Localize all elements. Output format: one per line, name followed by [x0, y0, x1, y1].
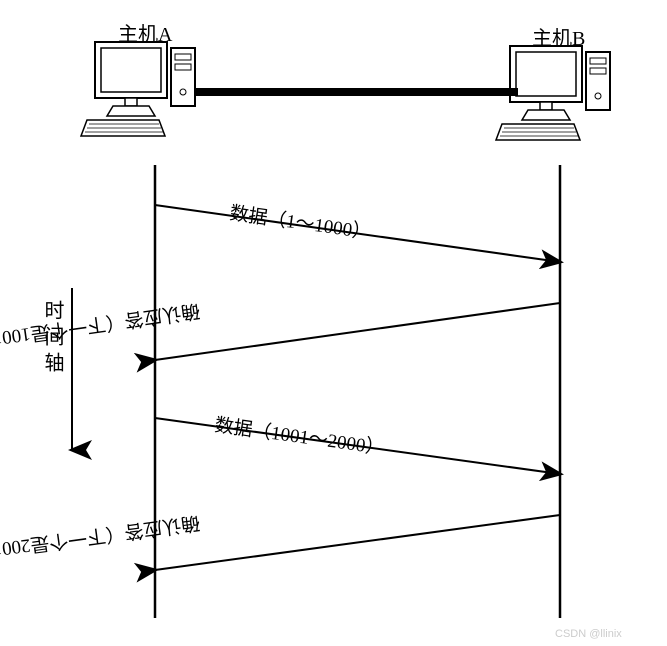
host-a-label: 主机A — [118, 18, 172, 47]
message-arrow-1 — [155, 303, 560, 360]
watermark-text: CSDN @llinix — [555, 628, 622, 640]
host-a-computer — [81, 42, 195, 136]
message-arrow-3 — [155, 515, 560, 570]
host-b-label: 主机B — [532, 22, 585, 51]
message-arrows — [155, 205, 560, 570]
